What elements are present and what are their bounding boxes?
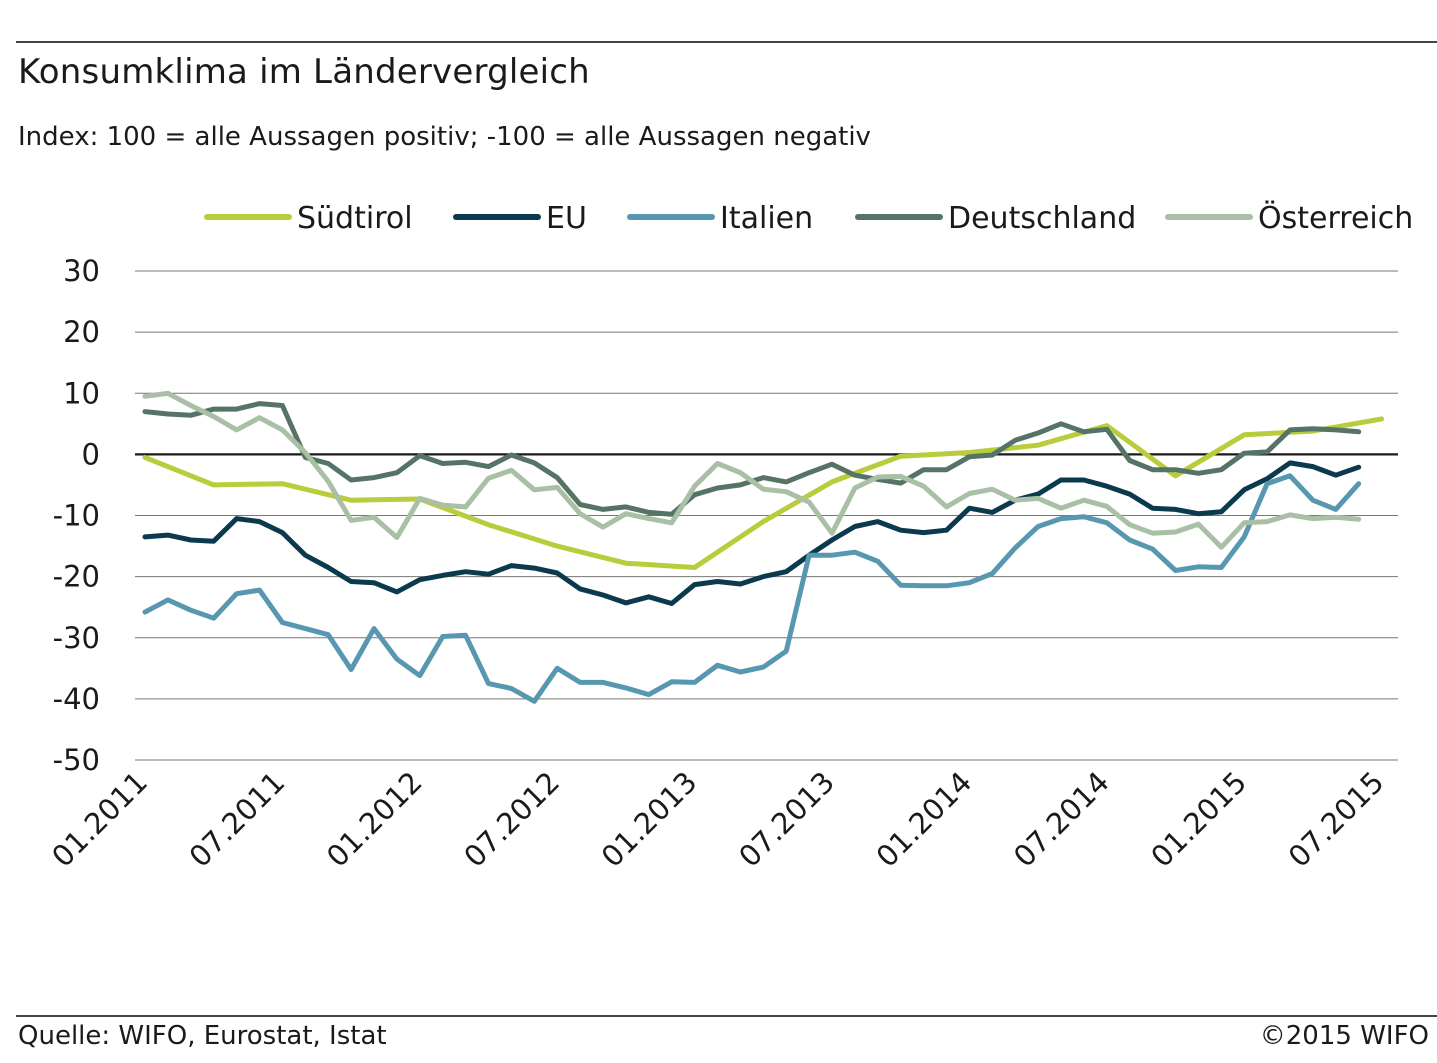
x-tick-label: 01.2013 [595,765,704,874]
x-tick-label: 01.2015 [1144,765,1253,874]
y-tick-label: -50 [53,743,100,777]
chart-subtitle: Index: 100 = alle Aussagen positiv; -100… [18,122,871,152]
y-axis: 30 20 10 0 -10 -20 -30 -40 -50 [53,254,100,777]
chart-title: Konsumklima im Ländervergleich [18,52,590,92]
series-line-österreich [142,390,1362,550]
line-chart: Südtirol EU Italien Deutschland Österreich 3… [45,200,1413,874]
y-tick-label: 20 [63,315,100,349]
x-tick-label: 01.2014 [869,765,978,874]
series-line-südtirol [142,416,1385,570]
legend-label: Südtirol [297,201,413,236]
x-tick-label: 07.2014 [1007,765,1116,874]
legend-label: EU [546,201,587,236]
x-tick-label: 07.2015 [1282,765,1391,874]
y-tick-label: -40 [53,682,100,716]
grid-lines [135,270,1398,761]
legend-label: Österreich [1258,200,1413,236]
legend-label: Italien [720,201,813,236]
series-line-eu [142,460,1362,606]
legend: Südtirol EU Italien Deutschland Österreich [204,200,1413,236]
x-tick-label: 07.2012 [457,765,566,874]
x-tick-label: 07.2013 [732,765,841,874]
x-tick-label: 01.2011 [45,765,154,874]
series-line-deutschland [142,401,1362,517]
x-axis: 01.2011 07.2011 01.2012 07.2012 01.2013 07.20… [45,765,1390,874]
y-tick-label: 10 [63,376,100,410]
legend-label: Deutschland [948,201,1136,236]
series-lines [142,390,1385,704]
x-tick-label: 01.2012 [320,765,429,874]
bottom-rule [16,1015,1437,1017]
y-tick-label: -20 [53,560,100,594]
top-rule [16,41,1437,43]
series-line-italien [142,473,1362,704]
y-tick-label: -10 [53,499,100,533]
copyright-note: ©2015 WIFO [1259,1021,1429,1051]
y-tick-label: 0 [82,437,100,471]
y-tick-label: -30 [53,621,100,655]
x-tick-label: 07.2011 [182,765,291,874]
source-note: Quelle: WIFO, Eurostat, Istat [18,1021,387,1051]
y-tick-label: 30 [63,254,100,288]
